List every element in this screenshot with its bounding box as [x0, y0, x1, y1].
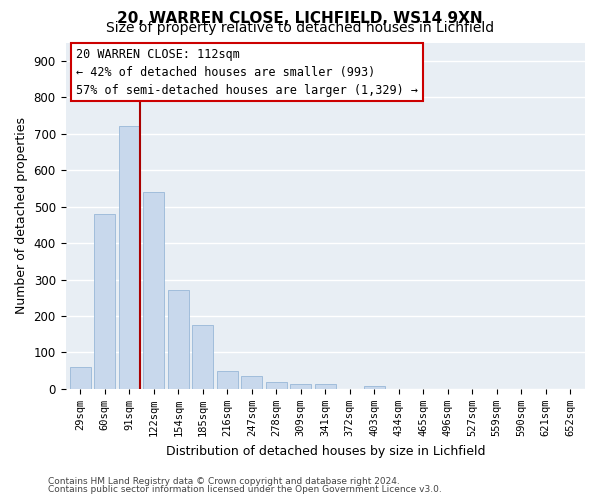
- Bar: [315, 384, 335, 389]
- Bar: [143, 192, 164, 389]
- Bar: [364, 386, 385, 389]
- X-axis label: Distribution of detached houses by size in Lichfield: Distribution of detached houses by size …: [166, 444, 485, 458]
- Y-axis label: Number of detached properties: Number of detached properties: [15, 117, 28, 314]
- Bar: [168, 290, 188, 389]
- Text: 20, WARREN CLOSE, LICHFIELD, WS14 9XN: 20, WARREN CLOSE, LICHFIELD, WS14 9XN: [117, 11, 483, 26]
- Text: 20 WARREN CLOSE: 112sqm
← 42% of detached houses are smaller (993)
57% of semi-d: 20 WARREN CLOSE: 112sqm ← 42% of detache…: [76, 48, 418, 96]
- Bar: [193, 325, 213, 389]
- Text: Contains public sector information licensed under the Open Government Licence v3: Contains public sector information licen…: [48, 485, 442, 494]
- Text: Contains HM Land Registry data © Crown copyright and database right 2024.: Contains HM Land Registry data © Crown c…: [48, 477, 400, 486]
- Bar: [94, 214, 115, 389]
- Bar: [119, 126, 140, 389]
- Bar: [70, 367, 91, 389]
- Bar: [290, 384, 311, 389]
- Bar: [217, 372, 238, 389]
- Bar: [266, 382, 287, 389]
- Bar: [241, 376, 262, 389]
- Text: Size of property relative to detached houses in Lichfield: Size of property relative to detached ho…: [106, 21, 494, 35]
